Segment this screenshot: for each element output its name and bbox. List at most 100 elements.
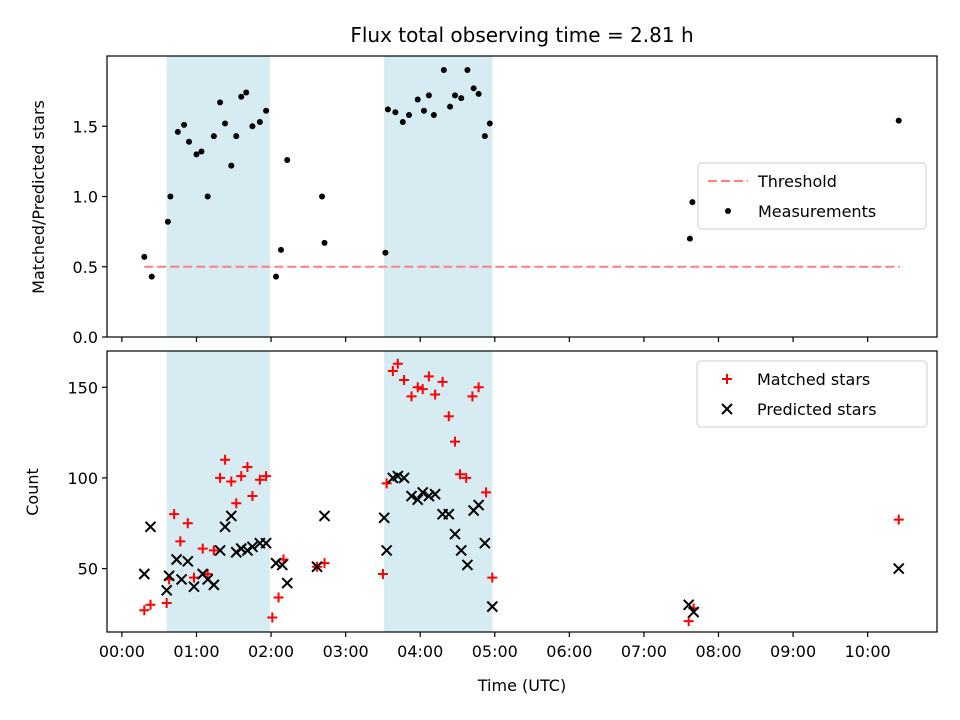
matched-stars-point [175,536,186,547]
measurements-point [470,85,477,92]
chart-title: Flux total observing time = 2.81 h [350,23,693,47]
predicted-stars-point [449,528,461,540]
measurements-point [414,96,421,103]
predicted-stars-point [455,544,467,557]
matched-stars-point [461,472,472,483]
measurements-point [263,107,270,114]
measurements-point [447,103,454,110]
observing-window-1 [166,56,270,337]
predicted-stars-point [378,512,390,524]
matched-stars-point [231,498,242,509]
matched-stars-point [145,599,156,610]
bottom-y-axis-label: Count [23,468,42,516]
matched-stars-point [169,509,180,520]
matched-stars-point [267,612,278,623]
measurements-point [481,133,488,140]
predicted-stars-point [170,553,183,566]
predicted-stars-point [246,541,259,553]
legend-label: Measurements [758,202,876,221]
matched-stars-point [437,376,448,387]
x-tick-label: 04:00 [397,642,443,661]
predicted-stars-point [175,573,188,586]
x-tick-label: 03:00 [323,642,369,661]
matched-stars-point [412,382,423,393]
y-tick-label: 50 [78,560,98,579]
predicted-stars-point [682,599,695,611]
matched-stars-point [247,491,258,502]
predicted-stars-point [893,562,905,575]
measurements-point [278,246,285,253]
x-tick-label: 02:00 [248,642,294,661]
predicted-stars-point [208,579,220,591]
matched-stars-point [182,518,193,529]
predicted-stars-point [311,561,323,573]
observing-window-2 [384,56,493,337]
x-tick-label: 08:00 [695,642,741,661]
x-tick-label: 06:00 [546,642,592,661]
measurements-point [425,92,432,99]
matched-stars-point [254,474,265,485]
predicted-stars-point [318,510,331,522]
measurements-point [273,273,280,280]
measurements-point [167,193,174,200]
measurements-point [486,120,493,127]
predicted-stars-point [160,584,173,597]
predicted-stars-point [443,508,455,520]
legend-swatch [725,208,731,214]
measurements-point [193,151,200,158]
measurements-point [249,123,256,130]
bottom-plot-area: 50 100 150 00:00 01:00 02:00 03:00 04:00 05:00 06… [67,350,938,661]
x-tick-label: 09:00 [770,642,816,661]
y-tick-label: 1.0 [73,188,98,207]
measurements-point [399,119,406,126]
matched-stars-point [430,389,441,400]
measurements-point [164,218,171,225]
matched-stars-point [450,436,461,447]
matched-stars-point [220,454,231,465]
predicted-stars-point [214,544,226,557]
measurements-point [210,133,217,140]
measurements-point [430,112,437,119]
legend-box [697,162,927,230]
predicted-stars-point [276,559,288,571]
predicted-stars-point [260,537,272,549]
measurements-point [228,162,235,169]
matched-stars-point [387,365,398,376]
matched-stars-point [139,605,150,616]
x-tick-label: 07:00 [621,642,667,661]
predicted-stars-point [416,486,429,499]
predicted-stars-point [398,472,410,484]
measurements-point [217,99,224,106]
matched-stars-point [197,543,208,554]
legend-label: Threshold [757,172,837,191]
measurements-point [284,156,291,163]
x-tick-label: 01:00 [173,642,219,661]
measurements-point [440,67,447,74]
legend-label: Predicted stars [757,400,877,419]
measurements-point [181,121,188,128]
x-tick-label: 05:00 [472,642,518,661]
measurements-point [233,133,240,140]
x-tick-label: 10:00 [845,642,891,661]
measurements-point [186,138,193,145]
matched-stars-point [423,371,434,382]
measurements-point [238,93,245,100]
predicted-stars-point [225,510,237,522]
matched-stars-point [467,391,478,402]
predicted-stars-point [182,555,194,568]
matched-stars-point [261,471,272,482]
measurements-point [243,89,250,96]
predicted-stars-point [429,488,441,500]
measurements-point [895,117,902,124]
predicted-stars-point [412,493,424,506]
measurements-point [174,128,181,135]
predicted-stars-point [380,544,393,557]
matched-stars-point [473,382,484,393]
y-tick-label: 100 [67,469,98,488]
legend-label: Matched stars [757,370,870,389]
measurements-point [475,90,482,97]
legend-swatch [721,403,733,415]
predicted-stars-point [405,490,418,502]
predicted-stars-point [687,606,700,618]
